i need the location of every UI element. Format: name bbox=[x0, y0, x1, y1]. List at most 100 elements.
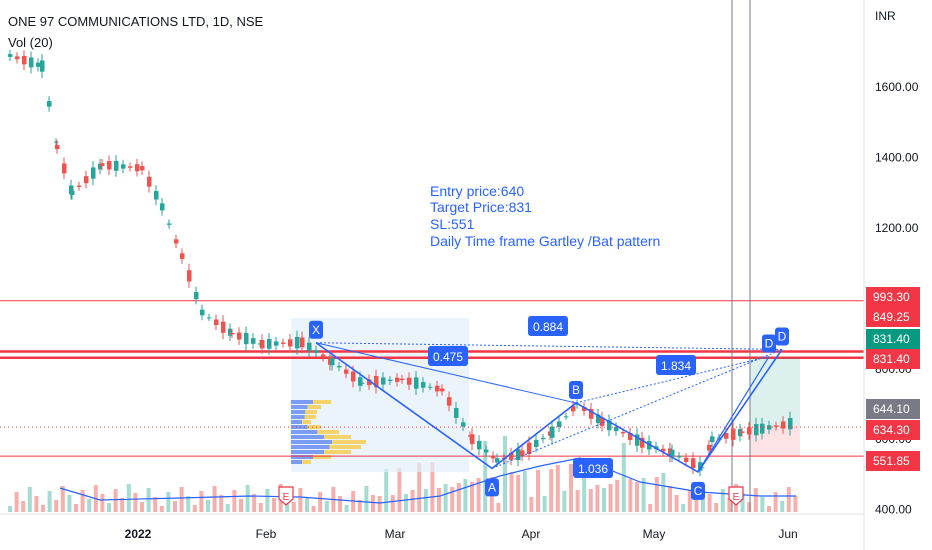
candle-body bbox=[564, 416, 569, 418]
volume-profile-bar bbox=[291, 455, 313, 459]
candle-body bbox=[724, 433, 729, 439]
volume-indicator-label[interactable]: Vol (20) bbox=[8, 35, 53, 50]
volume-bar bbox=[272, 498, 276, 512]
pattern-point-label: X bbox=[312, 323, 320, 337]
volume-bar bbox=[54, 500, 59, 512]
earnings-marker bbox=[278, 486, 294, 506]
candle-body bbox=[628, 432, 633, 440]
candle bbox=[774, 421, 779, 431]
candle bbox=[29, 51, 34, 74]
candle-body bbox=[77, 185, 82, 187]
price-tag bbox=[866, 420, 920, 440]
volume-bar bbox=[602, 488, 606, 512]
note-stop-loss: SL:551 bbox=[430, 216, 475, 232]
pattern-point-marker bbox=[775, 327, 789, 346]
volume-bar bbox=[239, 499, 243, 512]
candle bbox=[15, 52, 20, 64]
volume-profile-bar bbox=[302, 460, 311, 464]
currency-label: INR bbox=[875, 9, 896, 23]
candle-body bbox=[15, 56, 20, 60]
x-tick-label: May bbox=[643, 527, 666, 541]
volume-profile-bar bbox=[291, 420, 302, 424]
candle-body bbox=[550, 426, 555, 438]
volume-profile-bar bbox=[317, 430, 339, 434]
candle-body bbox=[22, 55, 27, 65]
volume-bar bbox=[344, 505, 349, 512]
candle bbox=[710, 431, 715, 447]
candle bbox=[295, 330, 300, 355]
volume-bar bbox=[773, 492, 778, 512]
volume-bar bbox=[113, 489, 118, 512]
candle bbox=[374, 369, 379, 394]
candle-body bbox=[760, 423, 765, 434]
candle bbox=[91, 161, 96, 186]
candle-body bbox=[180, 253, 185, 259]
candle bbox=[509, 447, 514, 466]
x-tick-label: Feb bbox=[256, 527, 277, 541]
candle bbox=[454, 402, 459, 424]
candle-body bbox=[621, 431, 626, 434]
candle bbox=[428, 383, 433, 391]
candle-body bbox=[747, 427, 752, 435]
candle-body bbox=[367, 379, 372, 386]
volume-bar bbox=[371, 495, 375, 512]
candle-body bbox=[174, 239, 179, 244]
candle-body bbox=[781, 421, 786, 429]
volume-bar bbox=[496, 503, 501, 512]
candle-body bbox=[337, 365, 342, 368]
candle bbox=[740, 427, 745, 437]
volume-bar bbox=[410, 490, 415, 512]
candle bbox=[760, 417, 765, 440]
pattern-ratio-box bbox=[573, 458, 613, 478]
volume-bar bbox=[470, 482, 474, 512]
candle-body bbox=[230, 332, 235, 335]
volume-bar bbox=[430, 462, 435, 512]
candle bbox=[677, 451, 682, 462]
volume-bar bbox=[192, 505, 197, 512]
candle bbox=[447, 391, 452, 412]
candle-body bbox=[274, 341, 279, 346]
candle bbox=[281, 338, 286, 348]
price-tag bbox=[866, 349, 920, 369]
candle-body bbox=[69, 185, 74, 194]
price-tag-label: 634.30 bbox=[873, 423, 910, 437]
candle bbox=[421, 377, 426, 393]
candle bbox=[62, 157, 67, 180]
candle bbox=[520, 445, 525, 462]
candle-body bbox=[160, 203, 165, 211]
candle-body bbox=[707, 444, 712, 451]
volume-bar bbox=[740, 493, 745, 512]
pattern-ratio-label: 0.475 bbox=[433, 350, 463, 364]
harmonic-pattern-leg bbox=[697, 356, 770, 473]
volume-bar bbox=[529, 497, 534, 512]
pattern-ratio-label: 1.834 bbox=[661, 359, 691, 373]
candle bbox=[267, 332, 272, 355]
candle bbox=[274, 336, 279, 351]
volume-bar bbox=[780, 501, 785, 512]
candle bbox=[154, 185, 159, 206]
candle bbox=[47, 96, 52, 112]
candle-body bbox=[582, 406, 587, 412]
candle bbox=[582, 402, 587, 416]
candle bbox=[541, 433, 546, 444]
candle-body bbox=[454, 407, 459, 418]
volume-bar bbox=[404, 494, 408, 512]
candle-body bbox=[114, 160, 119, 171]
candle bbox=[77, 181, 82, 191]
harmonic-pattern-leg bbox=[315, 342, 577, 404]
candle-body bbox=[740, 431, 745, 433]
pattern-ratio-box bbox=[656, 355, 696, 375]
candle-body bbox=[670, 449, 675, 457]
candle bbox=[114, 154, 119, 177]
volume-bar bbox=[126, 484, 131, 512]
volume-bar bbox=[159, 506, 164, 512]
candle bbox=[22, 50, 27, 70]
candle-body bbox=[731, 428, 736, 440]
candle bbox=[54, 138, 59, 146]
candle-body bbox=[495, 458, 500, 463]
candle-body bbox=[600, 417, 605, 426]
volume-bar bbox=[595, 485, 600, 512]
candle-body bbox=[470, 434, 475, 445]
